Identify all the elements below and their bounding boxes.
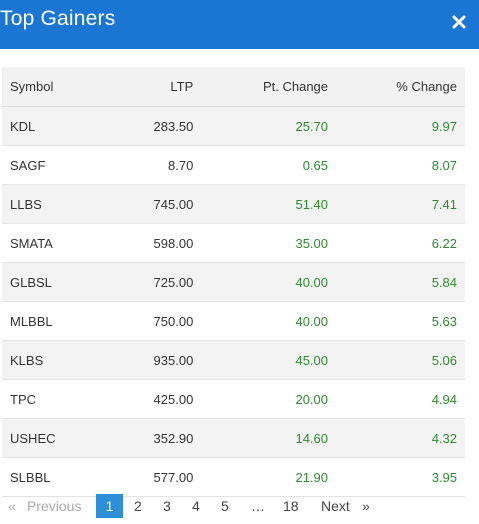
symbol-cell: SMATA xyxy=(2,223,112,263)
pt-change-cell: 20.00 xyxy=(201,379,337,419)
table-row[interactable]: SAGF 8.70 0.65 8.07 xyxy=(2,145,465,185)
ltp-cell: 745.00 xyxy=(111,184,202,224)
pct-change-cell: 9.97 xyxy=(336,106,465,146)
table-row[interactable]: USHEC 352.90 14.60 4.32 xyxy=(2,418,465,458)
ltp-cell: 283.50 xyxy=(111,106,202,146)
ltp-cell: 8.70 xyxy=(111,145,202,185)
symbol-cell: MLBBL xyxy=(2,301,112,341)
pt-change-cell: 45.00 xyxy=(201,340,337,380)
pct-change-cell: 5.63 xyxy=(336,301,465,341)
ltp-cell: 598.00 xyxy=(111,223,202,263)
column-header-ltp[interactable]: LTP xyxy=(111,67,202,107)
ltp-cell: 352.90 xyxy=(111,418,202,458)
pt-change-cell: 35.00 xyxy=(201,223,337,263)
pt-change-cell: 25.70 xyxy=(201,106,337,146)
next-arrow-icon[interactable]: » xyxy=(362,498,370,514)
symbol-cell: LLBS xyxy=(2,184,112,224)
column-header-symbol[interactable]: Symbol xyxy=(2,67,112,107)
column-header-pct-change[interactable]: % Change xyxy=(336,67,465,107)
pct-change-cell: 5.06 xyxy=(336,340,465,380)
pct-change-cell: 8.07 xyxy=(336,145,465,185)
modal-title: Top Gainers xyxy=(0,7,116,30)
symbol-cell: KLBS xyxy=(2,340,112,380)
table-row[interactable]: GLBSL 725.00 40.00 5.84 xyxy=(2,262,465,302)
table-header-row: Symbol LTP Pt. Change % Change xyxy=(2,67,465,107)
ltp-cell: 577.00 xyxy=(111,457,202,497)
ltp-cell: 425.00 xyxy=(111,379,202,419)
next-button[interactable]: Next xyxy=(321,498,350,514)
symbol-cell: GLBSL xyxy=(2,262,112,302)
gainers-table: Symbol LTP Pt. Change % Change KDL 283.5… xyxy=(2,67,465,497)
symbol-cell: SAGF xyxy=(2,145,112,185)
table-row[interactable]: SLBBL 577.00 21.90 3.95 xyxy=(2,457,465,497)
close-icon[interactable] xyxy=(451,11,467,33)
pt-change-cell: 51.40 xyxy=(201,184,337,224)
previous-arrow-icon[interactable]: « xyxy=(8,498,16,514)
page-3-button[interactable]: 3 xyxy=(163,498,171,514)
pct-change-cell: 4.32 xyxy=(336,418,465,458)
page-1-button[interactable]: 1 xyxy=(96,494,123,518)
page-5-button[interactable]: 5 xyxy=(221,498,229,514)
pt-change-cell: 0.65 xyxy=(201,145,337,185)
page-18-button[interactable]: 18 xyxy=(283,498,299,514)
pct-change-cell: 7.41 xyxy=(336,184,465,224)
pt-change-cell: 40.00 xyxy=(201,262,337,302)
table-row[interactable]: SMATA 598.00 35.00 6.22 xyxy=(2,223,465,263)
column-header-pt-change[interactable]: Pt. Change xyxy=(201,67,337,107)
pt-change-cell: 14.60 xyxy=(201,418,337,458)
pct-change-cell: 6.22 xyxy=(336,223,465,263)
pct-change-cell: 5.84 xyxy=(336,262,465,302)
ltp-cell: 935.00 xyxy=(111,340,202,380)
table-row[interactable]: KLBS 935.00 45.00 5.06 xyxy=(2,340,465,380)
table-row[interactable]: TPC 425.00 20.00 4.94 xyxy=(2,379,465,419)
ltp-cell: 750.00 xyxy=(111,301,202,341)
table-row[interactable]: KDL 283.50 25.70 9.97 xyxy=(2,106,465,146)
ltp-cell: 725.00 xyxy=(111,262,202,302)
page-2-button[interactable]: 2 xyxy=(134,498,142,514)
previous-button[interactable]: Previous xyxy=(27,498,82,514)
symbol-cell: KDL xyxy=(2,106,112,146)
pt-change-cell: 21.90 xyxy=(201,457,337,497)
gainers-table-container: Symbol LTP Pt. Change % Change KDL 283.5… xyxy=(2,67,465,497)
pagination-ellipsis: … xyxy=(251,498,265,514)
symbol-cell: USHEC xyxy=(2,418,112,458)
symbol-cell: SLBBL xyxy=(2,457,112,497)
pt-change-cell: 40.00 xyxy=(201,301,337,341)
table-row[interactable]: MLBBL 750.00 40.00 5.63 xyxy=(2,301,465,341)
pct-change-cell: 4.94 xyxy=(336,379,465,419)
table-row[interactable]: LLBS 745.00 51.40 7.41 xyxy=(2,184,465,224)
page-4-button[interactable]: 4 xyxy=(192,498,200,514)
symbol-cell: TPC xyxy=(2,379,112,419)
modal-header: Top Gainers xyxy=(0,0,479,49)
pct-change-cell: 3.95 xyxy=(336,457,465,497)
pagination: « Previous 1 2 3 4 5 … 18 Next » xyxy=(0,494,479,518)
